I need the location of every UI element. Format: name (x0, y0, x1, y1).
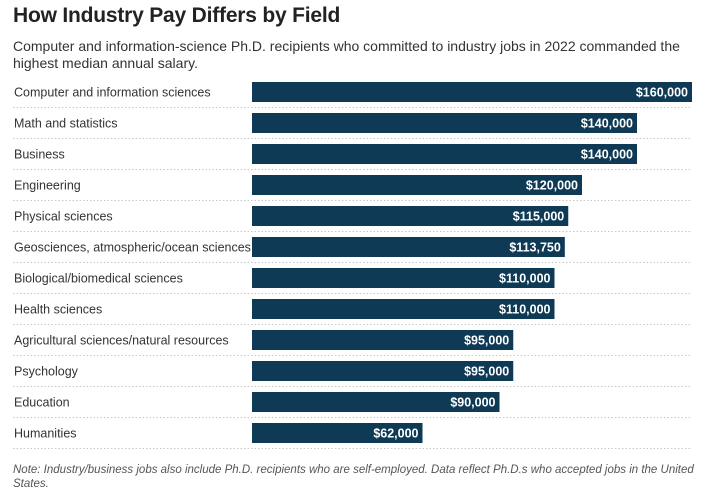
data-label: $95,000 (464, 365, 509, 379)
category-label: Biological/biomedical sciences (14, 272, 183, 286)
bar (252, 82, 692, 102)
data-label: $110,000 (499, 272, 550, 286)
category-label: Computer and information sciences (14, 86, 211, 100)
category-label: Business (14, 148, 65, 162)
bar (252, 268, 555, 288)
chart-subtitle: Computer and information-science Ph.D. r… (13, 38, 680, 71)
category-label: Humanities (14, 427, 77, 441)
bar (252, 206, 569, 226)
bar (252, 423, 423, 443)
data-label: $140,000 (581, 148, 633, 162)
category-label: Math and statistics (14, 117, 118, 131)
data-label: $113,750 (509, 241, 560, 255)
bar (252, 144, 637, 164)
bar (252, 237, 565, 257)
category-label: Psychology (14, 365, 79, 379)
chart-title: How Industry Pay Differs by Field (13, 4, 341, 27)
data-label: $160,000 (636, 86, 688, 100)
data-label: $62,000 (373, 427, 418, 441)
category-label: Agricultural sciences/natural resources (14, 334, 229, 348)
bar (252, 299, 555, 319)
data-label: $95,000 (464, 334, 509, 348)
bar (252, 113, 637, 133)
category-label: Physical sciences (14, 210, 113, 224)
bar (252, 392, 500, 412)
bar (252, 175, 582, 195)
category-label: Education (14, 396, 70, 410)
data-label: $120,000 (526, 179, 578, 193)
data-label: $140,000 (581, 117, 633, 131)
category-label: Engineering (14, 179, 81, 193)
category-label: Health sciences (14, 303, 102, 317)
data-label: $90,000 (450, 396, 495, 410)
data-label: $110,000 (499, 303, 550, 317)
data-label: $115,000 (513, 210, 564, 224)
chart-note: Note: Industry/business jobs also includ… (13, 464, 694, 490)
bar (252, 330, 514, 350)
bar (252, 361, 514, 381)
category-label: Geosciences, atmospheric/ocean sciences (14, 241, 251, 255)
